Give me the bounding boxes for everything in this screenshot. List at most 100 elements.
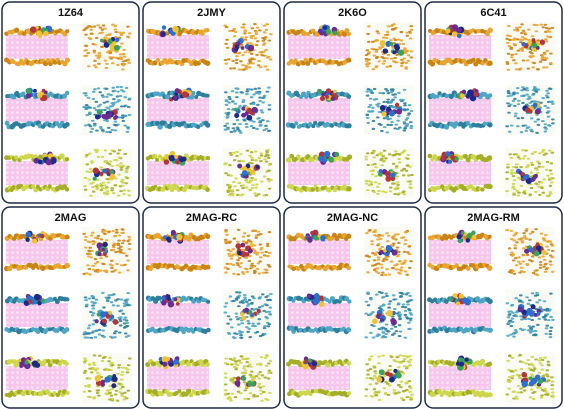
lipid xyxy=(531,66,535,69)
lipid xyxy=(384,87,388,91)
lipid xyxy=(407,174,411,177)
lipid xyxy=(251,126,256,130)
lipid xyxy=(507,376,512,379)
lipid xyxy=(251,166,255,169)
lipid xyxy=(225,233,229,236)
lipid xyxy=(388,117,393,120)
lipid xyxy=(85,170,89,173)
lipid xyxy=(89,182,93,185)
lipid xyxy=(110,387,115,391)
lipid xyxy=(125,167,129,170)
lipid xyxy=(98,26,103,29)
lipid xyxy=(82,92,87,95)
lipid xyxy=(252,93,256,96)
protein-atom xyxy=(94,114,100,120)
lipid xyxy=(96,87,101,90)
lipid xyxy=(245,93,249,96)
lipid xyxy=(538,357,543,360)
lipid xyxy=(247,66,252,69)
lipid xyxy=(524,149,528,152)
lipid xyxy=(234,177,239,180)
lipid xyxy=(509,156,514,159)
lipid xyxy=(242,367,246,370)
lipid xyxy=(226,267,230,271)
lipid xyxy=(241,184,246,187)
lipid xyxy=(257,90,262,94)
protein-atom xyxy=(174,88,180,94)
lipid xyxy=(409,386,413,390)
lipid xyxy=(387,234,391,237)
headgroup xyxy=(346,265,352,271)
lipid xyxy=(116,304,120,307)
lipid xyxy=(545,373,549,376)
lipid xyxy=(248,363,252,366)
lipid xyxy=(224,357,228,360)
protein-atom xyxy=(450,155,455,160)
membrane-core xyxy=(429,303,491,327)
lipid xyxy=(547,177,552,180)
lipid xyxy=(268,58,273,61)
lipid xyxy=(111,62,115,65)
lipid xyxy=(122,192,127,196)
lipid xyxy=(87,297,92,300)
lipid xyxy=(393,187,398,190)
lipid xyxy=(367,25,371,28)
lipid xyxy=(546,110,551,113)
lipid xyxy=(528,55,532,58)
lipid xyxy=(250,301,254,305)
lipid xyxy=(522,231,526,235)
lipid xyxy=(392,235,396,238)
lipid xyxy=(91,361,96,364)
lipid xyxy=(528,326,533,329)
protein-atom xyxy=(253,311,258,316)
lipid xyxy=(388,65,393,68)
lipid xyxy=(258,99,262,103)
lipid xyxy=(248,392,253,395)
headgroup xyxy=(310,187,316,192)
lipid xyxy=(539,101,543,104)
lipid xyxy=(228,164,232,167)
lipid xyxy=(397,91,401,94)
lipid xyxy=(262,50,266,53)
protein-atom xyxy=(235,243,242,249)
headgroup xyxy=(14,155,19,160)
lipid xyxy=(541,316,546,319)
lipid xyxy=(509,238,514,241)
lipid xyxy=(505,171,509,174)
protein-atom xyxy=(163,235,167,239)
lipid xyxy=(535,68,540,71)
lipid xyxy=(255,330,260,334)
lipid xyxy=(234,58,239,62)
lipid xyxy=(530,52,534,55)
lipid xyxy=(91,268,96,271)
lipid xyxy=(409,313,414,316)
protein-atom xyxy=(163,159,170,165)
lipid xyxy=(387,302,392,306)
lipid xyxy=(381,92,386,95)
lipid xyxy=(119,378,124,381)
lipid xyxy=(377,233,382,236)
lipid xyxy=(228,29,232,32)
lipid xyxy=(234,297,239,301)
lipid xyxy=(386,240,390,243)
lipid xyxy=(526,157,531,160)
lipid xyxy=(548,254,553,257)
lipid xyxy=(513,244,517,247)
lipid xyxy=(525,93,529,96)
lipid xyxy=(518,67,523,70)
lipid xyxy=(402,354,406,358)
headgroup xyxy=(11,59,16,64)
panel-label: 6C41 xyxy=(480,7,506,19)
lipid xyxy=(545,369,550,372)
lipid xyxy=(509,324,514,328)
lipid xyxy=(544,40,549,43)
lipid xyxy=(520,38,525,41)
lipid xyxy=(93,43,97,46)
lipid xyxy=(512,28,517,32)
lipid xyxy=(99,182,103,185)
lipid xyxy=(248,154,252,157)
protein-atom xyxy=(467,232,474,239)
lipid xyxy=(259,246,264,250)
lipid xyxy=(522,389,527,392)
lipid xyxy=(505,302,510,305)
